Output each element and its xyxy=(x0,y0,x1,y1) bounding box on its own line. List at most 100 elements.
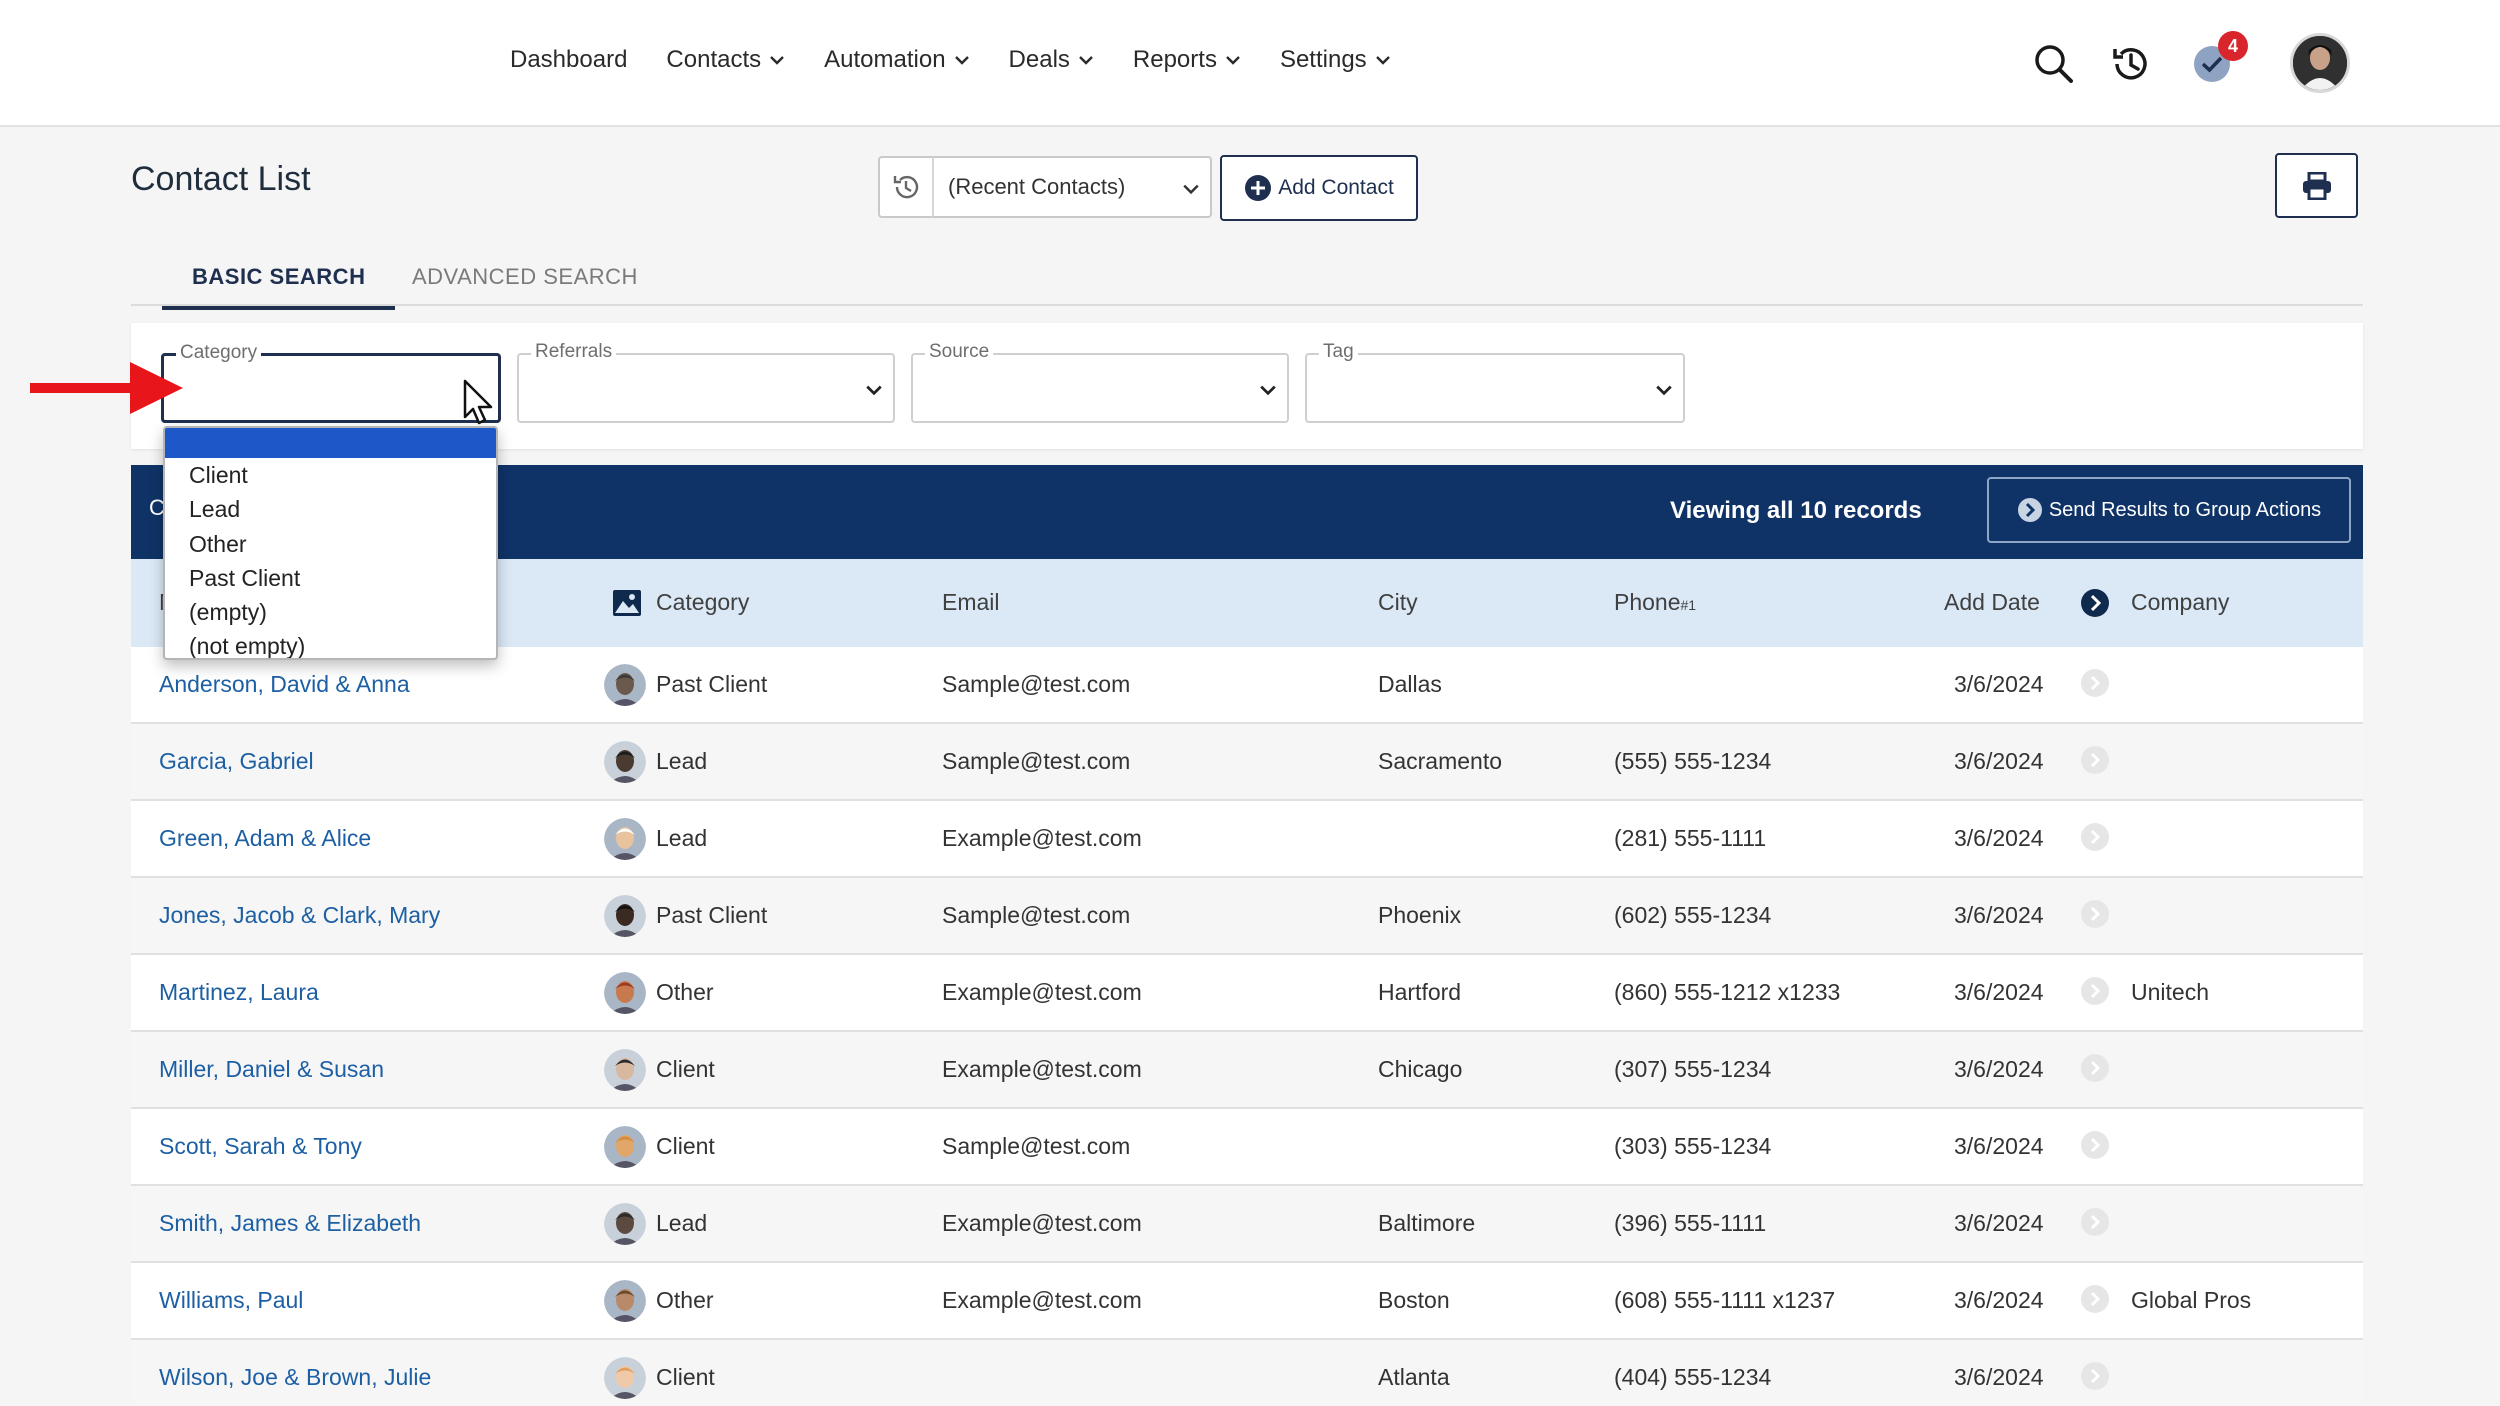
contact-name-link[interactable]: Jones, Jacob & Clark, Mary xyxy=(159,902,441,928)
contact-city: Dallas xyxy=(1378,671,1442,697)
contact-name-link[interactable]: Williams, Paul xyxy=(159,1287,304,1313)
contact-email: Sample@test.com xyxy=(942,1133,1131,1159)
chevron-right-circle-icon[interactable] xyxy=(2080,1361,2110,1391)
contact-avatar-icon xyxy=(604,1126,646,1168)
table-row[interactable]: Martinez, Laura Other Example@test.com H… xyxy=(131,955,2363,1032)
chevron-right-circle-icon[interactable] xyxy=(2080,976,2110,1006)
dropdown-option-not-empty[interactable]: (not empty) xyxy=(189,633,306,660)
results-bar: C Viewing all 10 records Send Results to… xyxy=(131,465,2363,559)
records-count: Viewing all 10 records xyxy=(1670,497,1922,524)
chevron-down-icon xyxy=(866,385,882,396)
contact-avatar-icon xyxy=(604,895,646,937)
nav-dashboard[interactable]: Dashboard xyxy=(510,46,627,74)
source-filter-select[interactable]: Source xyxy=(911,341,1289,423)
column-header-company[interactable]: Company xyxy=(2131,589,2230,615)
chevron-down-icon xyxy=(1183,184,1199,195)
contacts-table-body: Anderson, David & Anna Past Client Sampl… xyxy=(131,647,2363,1406)
print-button[interactable] xyxy=(2275,153,2358,218)
chevron-right-circle-icon[interactable] xyxy=(2080,899,2110,929)
nav-deals[interactable]: Deals xyxy=(1009,46,1094,74)
referrals-filter-label: Referrals xyxy=(531,341,617,363)
results-bar-clipped-text: C xyxy=(149,495,165,520)
mouse-cursor-icon xyxy=(463,379,493,425)
tab-advanced-search[interactable]: ADVANCED SEARCH xyxy=(412,264,638,289)
main-nav: Dashboard Contacts Automation Deals Repo… xyxy=(510,46,1430,74)
category-filter-label: Category xyxy=(176,342,262,364)
contact-add-date: 3/6/2024 xyxy=(1954,1364,2044,1390)
nav-reports[interactable]: Reports xyxy=(1133,46,1241,74)
contact-name-link[interactable]: Miller, Daniel & Susan xyxy=(159,1056,384,1082)
contact-name-link[interactable]: Green, Adam & Alice xyxy=(159,825,372,851)
table-row[interactable]: Green, Adam & Alice Lead Example@test.co… xyxy=(131,801,2363,878)
contact-city: Baltimore xyxy=(1378,1210,1476,1236)
chevron-down-icon xyxy=(1260,385,1276,396)
chevron-right-circle-icon[interactable] xyxy=(2080,745,2110,775)
table-row[interactable]: Williams, Paul Other Example@test.com Bo… xyxy=(131,1263,2363,1340)
dropdown-option-other[interactable]: Other xyxy=(189,530,247,557)
table-row[interactable]: Miller, Daniel & Susan Client Example@te… xyxy=(131,1032,2363,1109)
tag-filter-select[interactable]: Tag xyxy=(1305,341,1685,423)
contact-email: Example@test.com xyxy=(942,979,1142,1005)
nav-label: Automation xyxy=(824,46,946,73)
contact-name-link[interactable]: Scott, Sarah & Tony xyxy=(159,1133,362,1159)
table-row[interactable]: Wilson, Joe & Brown, Julie Client Atlant… xyxy=(131,1340,2363,1406)
column-header-add-date[interactable]: Add Date xyxy=(1944,589,2040,615)
chevron-right-circle-icon[interactable] xyxy=(2080,1053,2110,1083)
column-header-email[interactable]: Email xyxy=(942,589,1000,615)
recent-contacts-select[interactable]: (Recent Contacts) xyxy=(878,156,1212,218)
contact-name-link[interactable]: Garcia, Gabriel xyxy=(159,748,314,774)
contact-add-date: 3/6/2024 xyxy=(1954,979,2044,1005)
contact-name-link[interactable]: Anderson, David & Anna xyxy=(159,671,410,697)
dropdown-option-lead[interactable]: Lead xyxy=(189,496,241,523)
column-header-city[interactable]: City xyxy=(1378,589,1418,615)
chevron-right-circle-icon[interactable] xyxy=(2080,668,2110,698)
dropdown-option-past-client[interactable]: Past Client xyxy=(189,564,301,591)
chevron-right-circle-icon[interactable] xyxy=(2080,588,2110,618)
table-row[interactable]: Jones, Jacob & Clark, Mary Past Client S… xyxy=(131,878,2363,955)
search-icon[interactable] xyxy=(2032,42,2076,86)
nav-automation[interactable]: Automation xyxy=(824,46,969,74)
chevron-right-circle-icon[interactable] xyxy=(2080,1284,2110,1314)
dropdown-option-client[interactable]: Client xyxy=(189,462,248,488)
chevron-right-circle-icon[interactable] xyxy=(2080,1130,2110,1160)
chevron-right-circle-icon[interactable] xyxy=(2080,1207,2110,1237)
dropdown-option-empty[interactable]: (empty) xyxy=(189,599,267,626)
contact-city: Boston xyxy=(1378,1287,1450,1313)
nav-contacts[interactable]: Contacts xyxy=(666,46,785,74)
contact-phone: (860) 555-1212 x1233 xyxy=(1614,979,1841,1005)
contact-category: Client xyxy=(656,1133,715,1159)
contact-category: Other xyxy=(656,979,714,1005)
contact-name-link[interactable]: Smith, James & Elizabeth xyxy=(159,1210,422,1236)
contact-phone: (396) 555-1111 xyxy=(1614,1210,1767,1236)
contact-add-date: 3/6/2024 xyxy=(1954,671,2044,697)
referrals-filter-select[interactable]: Referrals xyxy=(517,341,895,423)
contact-email: Sample@test.com xyxy=(942,902,1131,928)
table-row[interactable]: Anderson, David & Anna Past Client Sampl… xyxy=(131,647,2363,724)
contact-name-link[interactable]: Wilson, Joe & Brown, Julie xyxy=(159,1364,432,1390)
user-photo-icon xyxy=(2293,36,2347,90)
tag-filter-label: Tag xyxy=(1319,341,1358,363)
contact-name-link[interactable]: Martinez, Laura xyxy=(159,979,319,1005)
contact-email: Example@test.com xyxy=(942,1287,1142,1313)
add-contact-button[interactable]: Add Contact xyxy=(1220,155,1418,221)
contact-city: Chicago xyxy=(1378,1056,1463,1082)
table-row[interactable]: Garcia, Gabriel Lead Sample@test.com Sac… xyxy=(131,724,2363,801)
chevron-right-circle-icon[interactable] xyxy=(2080,822,2110,852)
column-header-phone[interactable]: Phone#1 xyxy=(1614,589,1696,616)
tab-basic-search[interactable]: BASIC SEARCH xyxy=(161,264,397,310)
send-to-group-actions-button[interactable]: Send Results to Group Actions xyxy=(1987,477,2351,543)
column-header-category[interactable]: Category xyxy=(656,589,750,615)
nav-settings[interactable]: Settings xyxy=(1280,46,1391,74)
contact-category: Past Client xyxy=(656,671,768,697)
contact-email: Sample@test.com xyxy=(942,748,1131,774)
contact-city: Hartford xyxy=(1378,979,1462,1005)
contact-email: Example@test.com xyxy=(942,825,1142,851)
user-avatar[interactable] xyxy=(2290,33,2350,93)
contact-add-date: 3/6/2024 xyxy=(1954,1210,2044,1236)
table-row[interactable]: Scott, Sarah & Tony Client Sample@test.c… xyxy=(131,1109,2363,1186)
dropdown-option-blank-selected[interactable] xyxy=(165,428,496,458)
category-filter-select[interactable]: Category xyxy=(161,342,501,423)
history-icon[interactable] xyxy=(2108,42,2152,86)
contact-category: Lead xyxy=(656,748,708,774)
table-row[interactable]: Smith, James & Elizabeth Lead Example@te… xyxy=(131,1186,2363,1263)
